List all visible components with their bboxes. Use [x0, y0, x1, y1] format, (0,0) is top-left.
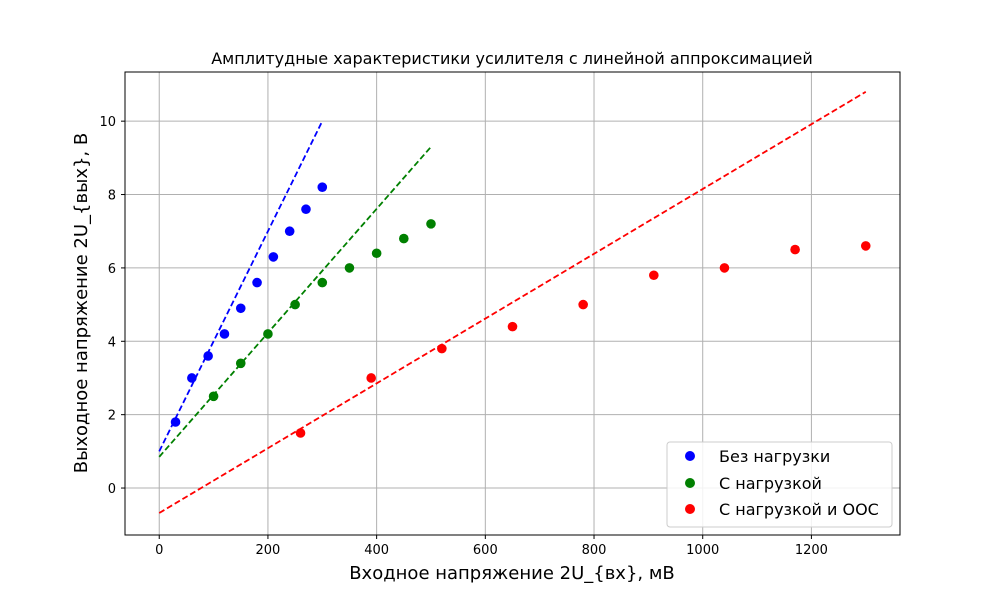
- data-point: [860, 241, 871, 251]
- grid: [125, 72, 900, 535]
- data-point: [317, 182, 328, 192]
- legend-marker-s-nagruzkoy-i-oos: [685, 504, 695, 514]
- data-point: [263, 329, 273, 339]
- x-tick-label: 200: [256, 543, 281, 558]
- data-point: [295, 428, 306, 438]
- y-tick-label: 0: [108, 482, 116, 497]
- data-points: [170, 182, 871, 438]
- legend-marker-bez-nagruzki: [685, 451, 695, 461]
- y-tick-label: 10: [99, 115, 116, 130]
- legend-marker-s-nagruzkoy: [685, 478, 695, 488]
- data-point: [301, 204, 311, 215]
- fit-line: [158, 91, 867, 514]
- data-point: [170, 417, 181, 427]
- fit-line: [158, 146, 432, 458]
- data-point: [426, 219, 436, 229]
- y-tick-label: 6: [108, 262, 116, 277]
- y-tick-label: 4: [108, 335, 116, 350]
- fit-lines: [158, 91, 867, 514]
- legend-label-s-nagruzkoy: С нагрузкой: [719, 474, 822, 493]
- y-tick-label: 2: [108, 409, 116, 424]
- y-axis-title: Выходное напряжение 2U_{вых}, В: [71, 133, 92, 473]
- legend-box: [666, 441, 893, 528]
- data-point: [399, 233, 409, 244]
- x-tick-label: 1000: [686, 543, 719, 558]
- legend-label-s-nagruzkoy-i-oos: С нагрузкой и ООС: [719, 500, 879, 519]
- data-point: [203, 351, 213, 361]
- data-point: [371, 248, 382, 259]
- data-point: [790, 244, 800, 255]
- data-point: [235, 358, 246, 369]
- data-point: [366, 373, 376, 383]
- data-point: [290, 299, 300, 310]
- data-point: [252, 277, 262, 288]
- y-tick-label: 8: [108, 189, 116, 204]
- x-tick-label: 0: [155, 543, 163, 558]
- data-point: [578, 299, 588, 310]
- data-point: [649, 270, 659, 281]
- x-axis-title: Входное напряжение 2U_{вх}, мВ: [349, 563, 675, 584]
- data-point: [268, 252, 279, 262]
- fit-line: [158, 120, 324, 452]
- data-point: [719, 263, 730, 273]
- data-point: [284, 226, 295, 237]
- data-point: [507, 321, 518, 332]
- x-tick-label: 600: [473, 543, 498, 558]
- data-point: [344, 263, 355, 273]
- x-tick-label: 1200: [795, 543, 828, 558]
- plot-frame: [124, 71, 901, 536]
- x-tick-label: 800: [582, 543, 607, 558]
- data-point: [235, 303, 246, 314]
- chart-title: Амплитудные характеристики усилителя с л…: [211, 49, 813, 68]
- data-point: [317, 277, 328, 288]
- axis-ticks: 0 200 400 600 800 1000 1200 0 2 4 6 8 10: [99, 115, 828, 558]
- legend-label-bez-nagruzki: Без нагрузки: [719, 447, 830, 466]
- legend: Без нагрузки С нагрузкой С нагрузкой и О…: [666, 441, 893, 528]
- data-point: [437, 343, 447, 354]
- data-point: [187, 373, 197, 383]
- data-point: [208, 391, 219, 402]
- x-tick-label: 400: [364, 543, 389, 558]
- data-point: [219, 329, 230, 339]
